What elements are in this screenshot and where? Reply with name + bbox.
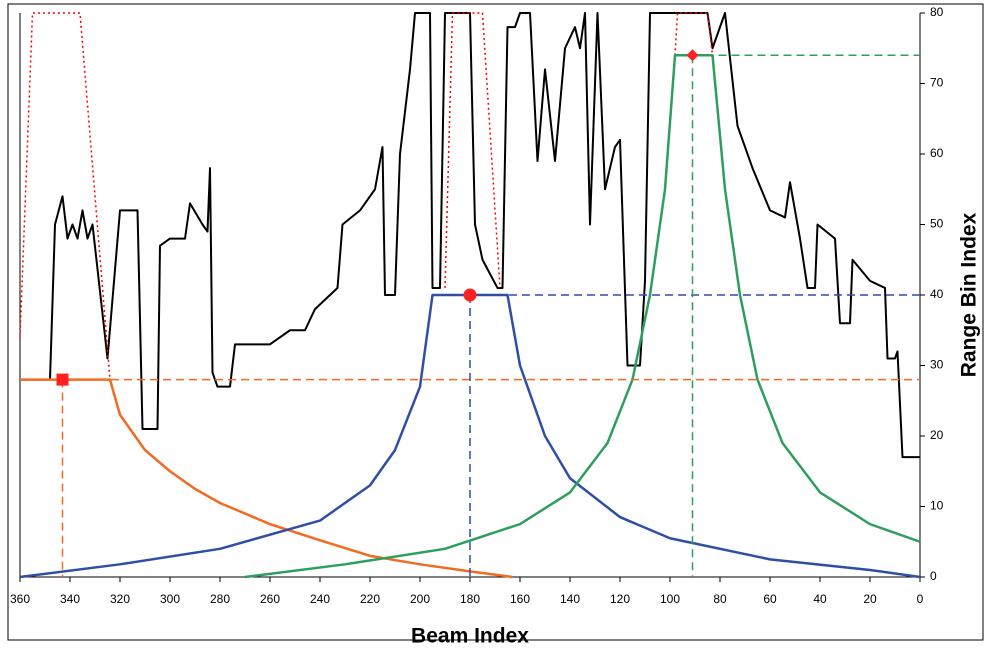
x-tick-label: 220 [360, 592, 380, 606]
y-tick-label: 70 [930, 76, 944, 90]
y-tick-label: 80 [930, 5, 944, 19]
y-tick-label: 40 [930, 287, 944, 301]
x-tick-label: 300 [160, 592, 180, 606]
x-axis-label: Beam Index [411, 625, 529, 648]
x-tick-label: 320 [110, 592, 130, 606]
x-tick-label: 100 [660, 592, 680, 606]
y-axis-label: Range Bin Index [958, 212, 981, 377]
x-tick-label: 200 [410, 592, 430, 606]
series-line [19, 293, 921, 579]
series-line [444, 12, 501, 288]
series-line [674, 12, 714, 56]
series-line [20, 378, 513, 579]
x-tick-label: 60 [763, 592, 777, 606]
y-tick-label: 10 [930, 499, 944, 513]
x-tick-label: 140 [560, 592, 580, 606]
x-tick-label: 340 [60, 592, 80, 606]
marker [463, 288, 477, 302]
x-tick-label: 0 [917, 592, 924, 606]
y-tick-label: 60 [930, 146, 944, 160]
x-tick-label: 120 [610, 592, 630, 606]
marker [56, 373, 69, 386]
x-tick-label: 180 [460, 592, 480, 606]
y-tick-label: 50 [930, 217, 944, 231]
y-tick-label: 0 [930, 569, 937, 583]
series-line [19, 12, 111, 380]
x-tick-label: 20 [863, 592, 877, 606]
series-line [244, 54, 921, 579]
series-line [20, 12, 920, 459]
x-tick-label: 260 [260, 592, 280, 606]
y-tick-label: 30 [930, 358, 944, 372]
marker [686, 49, 699, 62]
x-tick-label: 280 [210, 592, 230, 606]
x-tick-label: 40 [813, 592, 827, 606]
x-tick-label: 360 [10, 592, 30, 606]
x-tick-label: 240 [310, 592, 330, 606]
x-tick-label: 160 [510, 592, 530, 606]
x-tick-label: 80 [713, 592, 727, 606]
frame [7, 3, 984, 641]
y-tick-label: 20 [930, 428, 944, 442]
